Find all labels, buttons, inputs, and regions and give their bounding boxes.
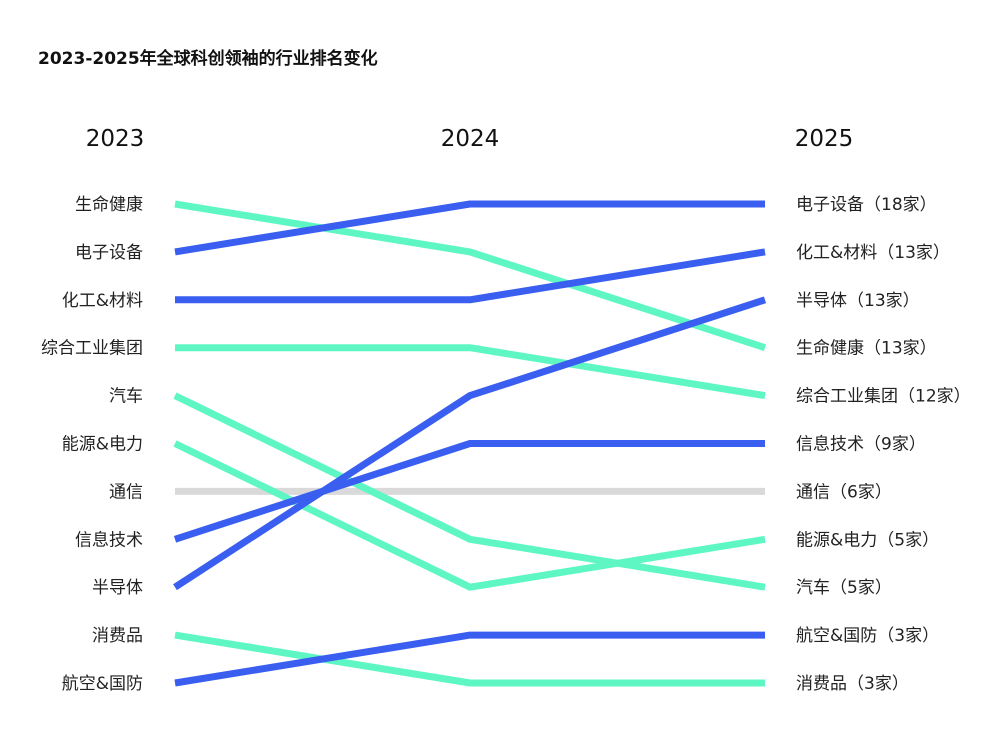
year-headers: 2023 2024 2025: [86, 126, 854, 152]
label-2025-通信: 通信（6家）: [796, 482, 892, 502]
labels-2023: 生命健康电子设备化工&材料综合工业集团汽车能源&电力通信信息技术半导体消费品航空…: [41, 195, 143, 694]
label-2023-航空and国防: 航空&国防: [62, 674, 143, 694]
series-line-综合工业集团: [175, 344, 766, 400]
label-2023-汽车: 汽车: [109, 387, 143, 407]
series-line-电子设备: [174, 200, 765, 256]
label-2025-电子设备: 电子设备（18家）: [796, 195, 937, 215]
series-line-半导体: [173, 296, 767, 591]
label-2023-信息技术: 信息技术: [75, 530, 143, 550]
year-header-2025: 2025: [795, 126, 854, 152]
series-line-航空and国防: [174, 631, 765, 687]
series-line-化工and材料: [175, 248, 766, 304]
series-lines: [173, 200, 767, 687]
series-line-汽车: [173, 392, 766, 591]
label-2025-化工and材料: 化工&材料（13家）: [796, 243, 950, 263]
label-2025-半导体: 半导体（13家）: [796, 291, 920, 311]
series-line-消费品: [174, 631, 765, 687]
label-2025-能源and电力: 能源&电力（5家）: [796, 530, 939, 550]
label-2023-半导体: 半导体: [92, 578, 143, 598]
label-2023-综合工业集团: 综合工业集团: [41, 339, 143, 359]
label-2023-通信: 通信: [109, 482, 143, 502]
label-2025-航空and国防: 航空&国防（3家）: [796, 626, 939, 646]
label-2023-化工and材料: 化工&材料: [62, 291, 143, 311]
label-2025-汽车: 汽车（5家）: [796, 578, 892, 598]
label-2025-消费品: 消费品（3家）: [796, 674, 909, 694]
labels-2025: 生命健康（13家） 电子设备（18家） 化工&材料（13家） 综合工业集团（12家） 汽…: [796, 195, 971, 694]
label-2025-信息技术: 信息技术（9家）: [796, 435, 926, 455]
year-header-2024: 2024: [441, 126, 500, 152]
label-2025-生命健康: 生命健康（13家）: [796, 339, 937, 359]
label-2023-消费品: 消费品: [92, 626, 143, 646]
year-header-2023: 2023: [86, 126, 145, 152]
label-2023-生命健康: 生命健康: [75, 195, 143, 215]
chart-title: 2023-2025年全球科创领袖的行业排名变化: [38, 48, 378, 69]
label-2025-综合工业集团: 综合工业集团（12家）: [796, 387, 971, 407]
label-2023-电子设备: 电子设备: [75, 243, 143, 263]
series-line-能源and电力: [173, 440, 766, 591]
series-line-信息技术: [173, 440, 765, 543]
series-line-生命健康: [174, 200, 767, 352]
label-2023-能源and电力: 能源&电力: [62, 435, 143, 455]
